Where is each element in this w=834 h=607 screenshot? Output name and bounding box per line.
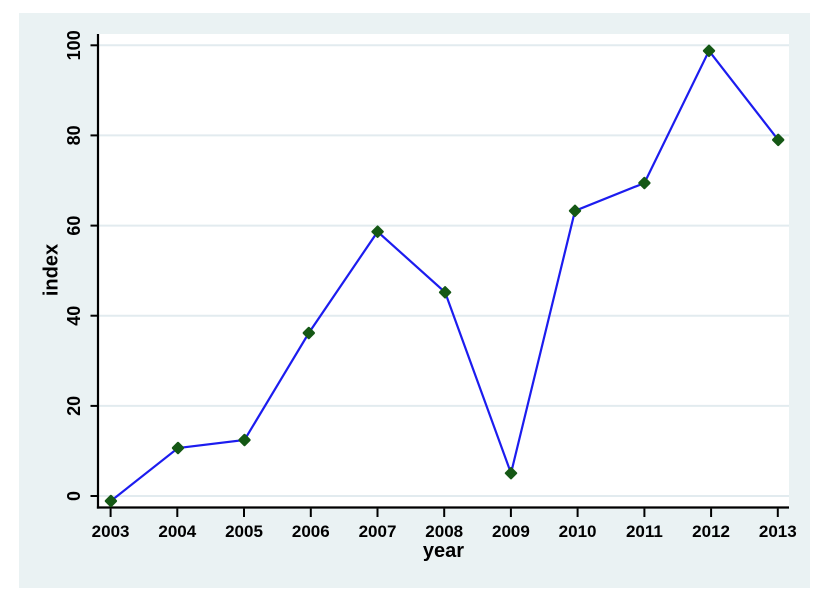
svg-text:60: 60	[64, 216, 84, 236]
svg-text:2008: 2008	[425, 522, 463, 541]
svg-text:100: 100	[64, 30, 84, 60]
svg-text:2006: 2006	[292, 522, 330, 541]
svg-text:2003: 2003	[92, 522, 130, 541]
svg-text:80: 80	[64, 125, 84, 145]
svg-text:2005: 2005	[225, 522, 263, 541]
svg-text:2009: 2009	[492, 522, 530, 541]
svg-text:index: index	[41, 244, 63, 296]
svg-text:2013: 2013	[759, 522, 797, 541]
svg-text:2004: 2004	[158, 522, 196, 541]
svg-text:20: 20	[64, 396, 84, 416]
svg-text:year: year	[423, 540, 464, 562]
svg-text:2010: 2010	[559, 522, 597, 541]
svg-text:40: 40	[64, 306, 84, 326]
svg-text:2011: 2011	[626, 522, 663, 541]
svg-text:0: 0	[64, 491, 84, 501]
svg-text:2012: 2012	[692, 522, 730, 541]
svg-text:2007: 2007	[359, 522, 397, 541]
